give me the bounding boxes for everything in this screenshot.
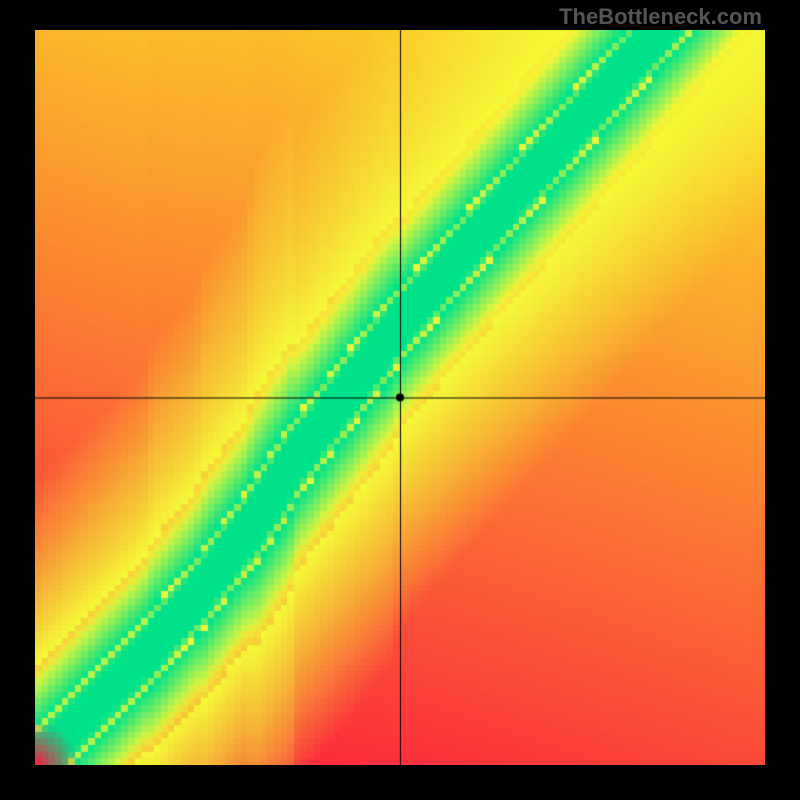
chart-container: TheBottleneck.com [0, 0, 800, 800]
watermark-text: TheBottleneck.com [559, 4, 762, 30]
bottleneck-heatmap [35, 30, 765, 765]
